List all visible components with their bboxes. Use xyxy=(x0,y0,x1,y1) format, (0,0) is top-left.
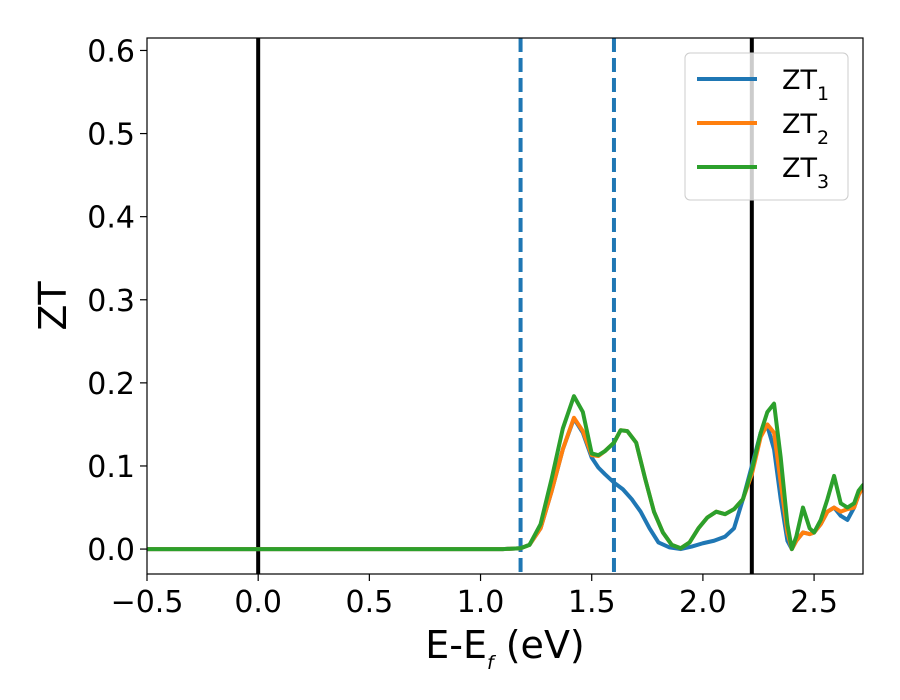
y-tick-label-1: 0.1 xyxy=(87,450,135,485)
y-tick-label-3: 0.3 xyxy=(87,284,135,319)
y-axis-ticks: 0.0 0.1 0.2 0.3 0.4 0.5 0.6 xyxy=(87,34,147,568)
plot-frame xyxy=(146,37,864,575)
x-axis-label-subscript: f xyxy=(487,652,497,674)
reference-lines xyxy=(256,38,754,574)
x-tick-label-5: 2.0 xyxy=(679,585,727,620)
y-tick-label-2: 0.2 xyxy=(87,367,135,402)
series-line-3 xyxy=(147,394,863,552)
series-line-2 xyxy=(147,415,863,552)
y-tick-label-5: 0.5 xyxy=(87,118,135,153)
y-axis-label: ZT xyxy=(31,281,75,331)
x-tick-label-6: 2.5 xyxy=(790,585,838,620)
series-lines xyxy=(147,394,863,552)
x-axis-label-unit: (eV) xyxy=(494,623,585,667)
x-axis-ticks: −0.5 0.0 0.5 1.0 1.5 2.0 2.5 xyxy=(111,574,838,620)
x-axis-label: E-Ef (eV) xyxy=(425,623,585,674)
x-tick-label-2: 0.5 xyxy=(346,585,394,620)
x-tick-label-0: −0.5 xyxy=(111,585,184,620)
series-line-1 xyxy=(147,416,863,552)
legend-box xyxy=(684,52,849,201)
y-tick-label-4: 0.4 xyxy=(87,201,135,236)
y-tick-label-0: 0.0 xyxy=(87,533,135,568)
legend-label-1: ZT1 xyxy=(782,65,829,105)
x-axis-label-main: E-E xyxy=(425,623,487,667)
x-tick-label-3: 1.0 xyxy=(457,585,505,620)
legend-label-2: ZT2 xyxy=(782,109,829,149)
legend-label-3: ZT3 xyxy=(782,153,829,193)
x-tick-label-1: 0.0 xyxy=(234,585,282,620)
y-tick-label-6: 0.6 xyxy=(87,34,135,69)
x-tick-label-4: 1.5 xyxy=(568,585,616,620)
